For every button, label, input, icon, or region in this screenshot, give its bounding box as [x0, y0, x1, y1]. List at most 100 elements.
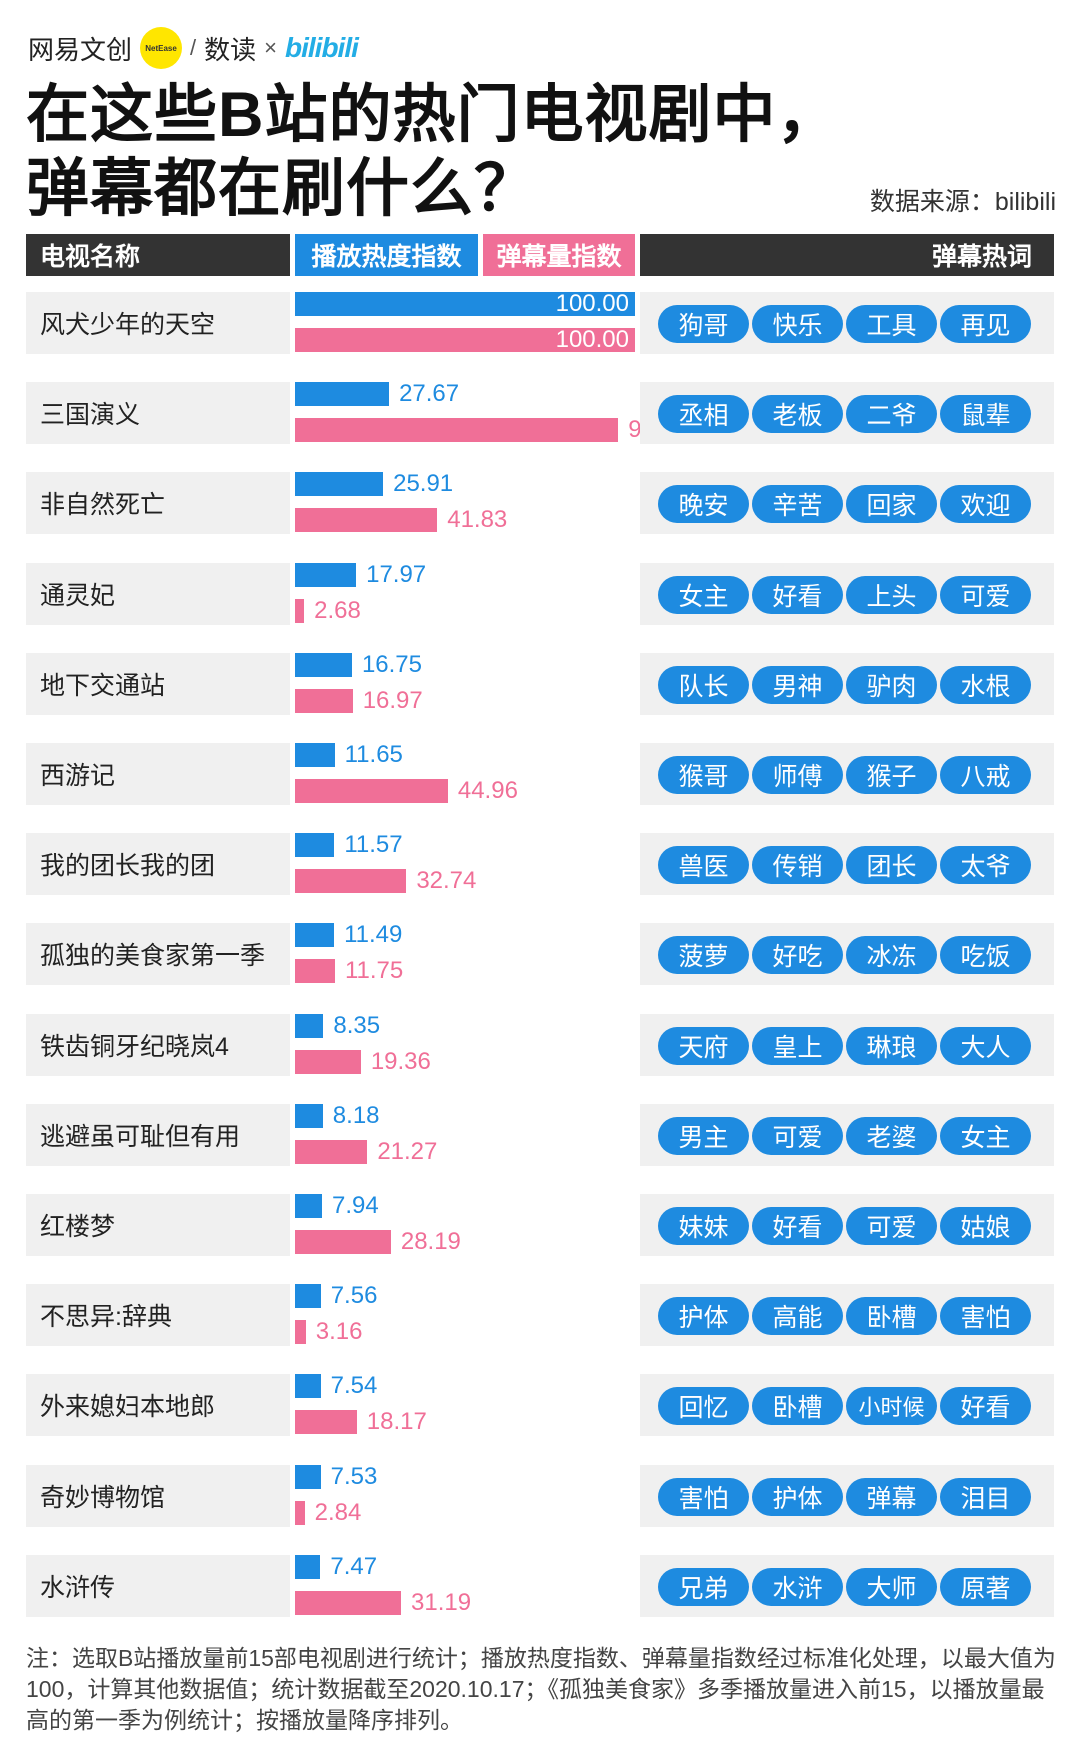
netease-logo-text: 网易文创 — [28, 34, 133, 65]
title-line-1: 在这些B站的热门电视剧中， — [26, 80, 841, 150]
play-bar — [295, 1465, 321, 1489]
danmaku-bar — [295, 689, 353, 713]
keyword-tag: 师傅 — [752, 756, 843, 794]
danmaku-bar — [295, 1320, 306, 1344]
drama-name: 风犬少年的天空 — [26, 292, 290, 354]
play-bar — [295, 382, 390, 406]
keyword-tag: 男主 — [658, 1117, 749, 1155]
danmaku-bar — [295, 328, 635, 352]
play-bar — [295, 1104, 323, 1128]
play-value: 11.49 — [344, 921, 403, 948]
keyword-tag: 队长 — [658, 666, 749, 704]
play-bar — [295, 1014, 324, 1038]
keyword-cell: 女主 好看 上头 可爱 — [640, 563, 1054, 625]
table-row: 西游记 11.65 44.96 猴哥 师傅 猴子 八戒 — [0, 743, 1080, 805]
play-value: 25.91 — [393, 470, 454, 497]
keyword-tag: 太爷 — [940, 846, 1031, 884]
table-row: 不思异:辞典 7.56 3.16 护体 高能 卧槽 害怕 — [0, 1284, 1080, 1346]
keyword-tag: 琳琅 — [846, 1027, 937, 1065]
keyword-cell: 队长 男神 驴肉 水根 — [640, 653, 1054, 715]
play-value: 7.56 — [330, 1282, 378, 1309]
title-line-2: 弹幕都在刷什么？ — [26, 154, 538, 224]
danmaku-value: 2.68 — [314, 597, 361, 624]
danmaku-bar — [295, 1230, 391, 1254]
keyword-tag: 原著 — [940, 1568, 1031, 1606]
drama-name: 水浒传 — [26, 1555, 290, 1617]
danmaku-value: 32.74 — [416, 867, 477, 894]
keyword-tag: 可爱 — [940, 576, 1031, 614]
table-row: 铁齿铜牙纪晓岚4 8.35 19.36 天府 皇上 琳琅 大人 — [0, 1014, 1080, 1076]
danmaku-value: 11.75 — [344, 957, 404, 984]
keyword-tag: 姑娘 — [940, 1207, 1031, 1245]
drama-name: 外来媳妇本地郎 — [26, 1374, 290, 1436]
play-bar — [295, 653, 352, 677]
keyword-tag: 好看 — [752, 576, 843, 614]
table-row: 外来媳妇本地郎 7.54 18.17 回忆 卧槽 小时候 好看 — [0, 1374, 1080, 1436]
danmaku-bar — [295, 1591, 402, 1615]
play-value: 7.94 — [331, 1192, 379, 1219]
keyword-tag: 狗哥 — [658, 305, 749, 343]
keyword-tag: 妹妹 — [658, 1207, 749, 1245]
table-row: 奇妙博物馆 7.53 2.84 害怕 护体 弹幕 泪目 — [0, 1465, 1080, 1527]
danmaku-bar — [295, 1501, 305, 1525]
play-value: 11.65 — [344, 741, 403, 768]
drama-name: 红楼梦 — [26, 1194, 290, 1256]
netease-badge: NetEase — [140, 27, 183, 69]
keyword-tag: 可爱 — [752, 1117, 843, 1155]
danmaku-value: 16.97 — [362, 687, 423, 714]
play-value: 8.35 — [333, 1012, 381, 1039]
danmaku-bar — [295, 959, 335, 983]
table-row: 逃避虽可耻但有用 8.18 21.27 男主 可爱 老婆 女主 — [0, 1104, 1080, 1166]
keyword-tag: 快乐 — [752, 305, 843, 343]
keyword-tag: 兄弟 — [658, 1568, 749, 1606]
header-play-index: 播放热度指数 — [295, 234, 478, 276]
danmaku-value: 31.19 — [411, 1589, 472, 1616]
table-row: 非自然死亡 25.91 41.83 晚安 辛苦 回家 欢迎 — [0, 472, 1080, 534]
keyword-tag: 男神 — [752, 666, 843, 704]
keyword-cell: 晚安 辛苦 回家 欢迎 — [640, 472, 1054, 534]
keyword-tag: 二爷 — [846, 395, 937, 433]
keyword-tag: 弹幕 — [846, 1478, 937, 1516]
drama-name: 我的团长我的团 — [26, 833, 290, 895]
drama-name: 逃避虽可耻但有用 — [26, 1104, 290, 1166]
drama-name: 铁齿铜牙纪晓岚4 — [26, 1014, 290, 1076]
keyword-tag: 欢迎 — [940, 485, 1031, 523]
danmaku-value: 2.84 — [314, 1499, 362, 1526]
play-value: 100.00 — [555, 290, 629, 317]
table-row: 地下交通站 16.75 16.97 队长 男神 驴肉 水根 — [0, 653, 1080, 715]
keyword-tag: 大人 — [940, 1027, 1031, 1065]
keyword-cell: 护体 高能 卧槽 害怕 — [640, 1284, 1054, 1346]
brand-line: 网易文创 NetEase / 数读 × bilibili — [28, 26, 359, 70]
keyword-tag: 女主 — [940, 1117, 1031, 1155]
brand-slash: / — [190, 35, 197, 60]
play-value: 27.67 — [399, 380, 460, 407]
keyword-tag: 老婆 — [846, 1117, 937, 1155]
drama-name: 地下交通站 — [26, 653, 290, 715]
keyword-cell: 天府 皇上 琳琅 大人 — [640, 1014, 1054, 1076]
keyword-tag: 冰冻 — [846, 936, 937, 974]
table-row: 风犬少年的天空 100.00 100.00 狗哥 快乐 工具 再见 — [0, 292, 1080, 354]
play-bar — [295, 833, 335, 857]
keyword-tag: 护体 — [752, 1478, 843, 1516]
page-title: 在这些B站的热门电视剧中， 弹幕都在刷什么？ — [26, 78, 846, 226]
keyword-tag: 回家 — [846, 485, 937, 523]
play-bar — [295, 1555, 321, 1579]
play-bar — [295, 1194, 322, 1218]
keyword-tag: 上头 — [846, 576, 937, 614]
danmaku-value: 44.96 — [457, 777, 518, 804]
keyword-cell: 丞相 老板 二爷 鼠辈 — [640, 382, 1054, 444]
keyword-tag: 皇上 — [752, 1027, 843, 1065]
brand-cross: × — [264, 35, 278, 60]
play-value: 7.47 — [330, 1553, 378, 1580]
keyword-tag: 大师 — [846, 1568, 937, 1606]
keyword-cell: 男主 可爱 老婆 女主 — [640, 1104, 1054, 1166]
keyword-tag: 丞相 — [658, 395, 749, 433]
danmaku-bar — [295, 599, 305, 623]
danmaku-bar — [295, 1140, 368, 1164]
play-bar — [295, 743, 335, 767]
keyword-tag: 菠萝 — [658, 936, 749, 974]
keyword-tag: 辛苦 — [752, 485, 843, 523]
